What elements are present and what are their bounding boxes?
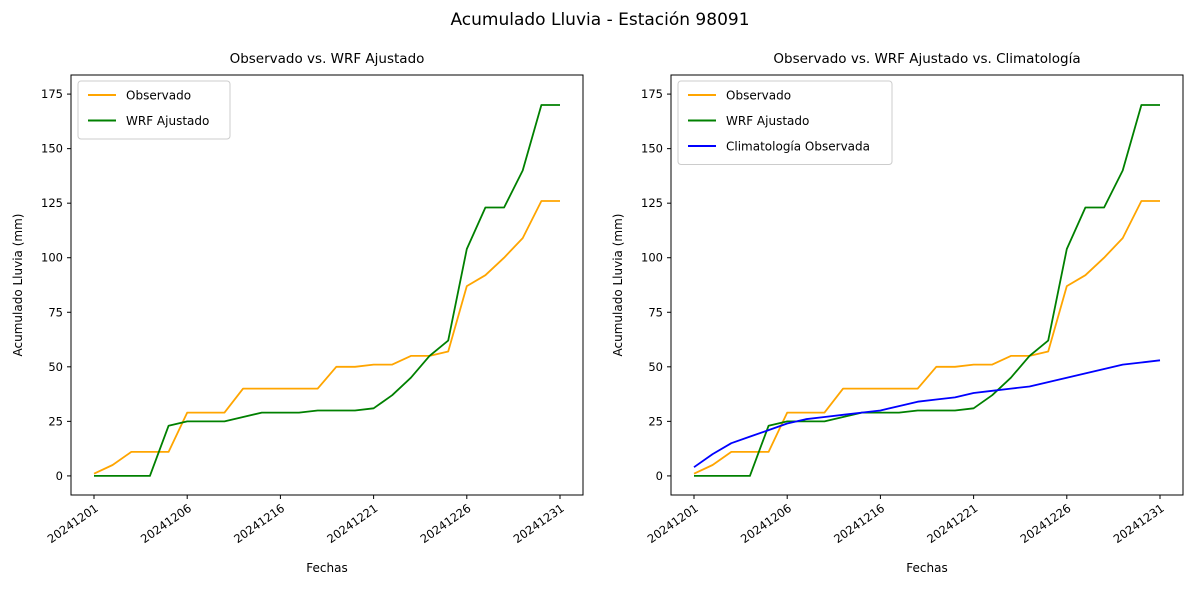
x-tick-label: 20241221 (924, 501, 980, 546)
chart-panel-right: Observado vs. WRF Ajustado vs. Climatolo… (600, 0, 1200, 600)
series-line-observado (93, 200, 560, 475)
x-tick-label: 20241206 (738, 501, 794, 546)
y-tick-label: 50 (648, 360, 663, 374)
x-axis-label: Fechas (906, 561, 947, 575)
figure-title: Acumulado Lluvia - Estación 98091 (450, 10, 750, 30)
axes-frame (70, 74, 584, 496)
x-axis-label: Fechas (306, 561, 347, 575)
y-tick-label: 0 (56, 469, 63, 483)
y-axis-label: Acumulado Lluvia (mm) (611, 214, 625, 357)
y-tick-label: 150 (41, 142, 63, 156)
series-line-climatolog-a-observada (693, 359, 1161, 468)
x-tick-label: 20241221 (324, 501, 380, 546)
series-line-wrf-ajustado (94, 104, 560, 477)
legend-label: Observado (126, 89, 191, 103)
subplot-title: Observado vs. WRF Ajustado (230, 51, 425, 67)
x-tick-label: 20241226 (1018, 501, 1074, 546)
y-tick-label: 100 (641, 251, 663, 265)
y-tick-label: 75 (648, 305, 663, 319)
legend-label: WRF Ajustado (126, 114, 209, 128)
subplot-title: Observado vs. WRF Ajustado vs. Climatolo… (773, 51, 1080, 67)
legend-label: WRF Ajustado (726, 114, 809, 128)
series-line-observado (693, 200, 1160, 475)
x-tick-label: 20241231 (511, 501, 567, 546)
x-tick-label: 20241206 (138, 501, 194, 546)
y-axis-label: Acumulado Lluvia (mm) (11, 214, 25, 357)
x-tick-label: 20241201 (45, 501, 101, 546)
y-tick-label: 75 (48, 305, 63, 319)
line-chart-observado-wrf-climatologia: Observado vs. WRF Ajustado vs. Climatolo… (611, 51, 1184, 575)
y-tick-label: 150 (641, 142, 663, 156)
y-tick-label: 50 (48, 360, 63, 374)
y-tick-label: 25 (48, 414, 63, 428)
legend-label: Observado (726, 89, 791, 103)
x-tick-label: 20241216 (831, 501, 887, 546)
y-tick-label: 25 (648, 414, 663, 428)
x-tick-label: 20241216 (231, 501, 287, 546)
series-line-wrf-ajustado (694, 104, 1160, 477)
y-tick-label: 175 (41, 87, 63, 101)
legend-label: Climatología Observada (726, 140, 870, 154)
y-tick-label: 0 (656, 469, 663, 483)
x-tick-label: 20241201 (645, 501, 701, 546)
legend-box (677, 80, 893, 165)
line-chart-observado-wrf: Observado vs. WRF Ajustado 0 25 50 75 100 125 1… (11, 51, 584, 575)
y-tick-label: 100 (41, 251, 63, 265)
chart-panel-left: Observado vs. WRF Ajustado 0 25 50 75 100 125 1… (0, 0, 600, 600)
y-tick-label: 175 (641, 87, 663, 101)
y-tick-label: 125 (641, 196, 663, 210)
x-tick-label: 20241231 (1111, 501, 1167, 546)
x-tick-label: 20241226 (418, 501, 474, 546)
y-tick-label: 125 (41, 196, 63, 210)
